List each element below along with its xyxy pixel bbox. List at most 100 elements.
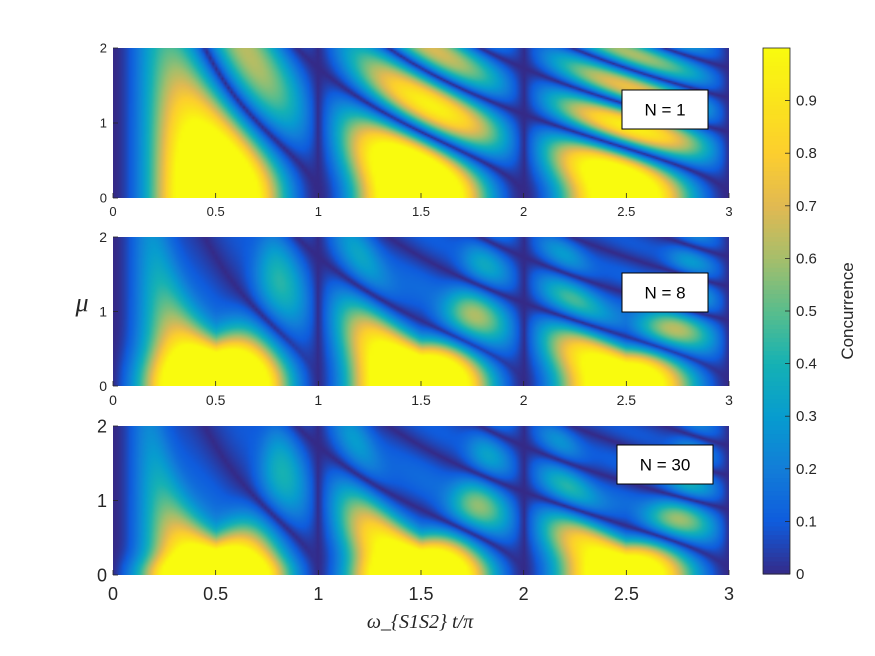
n-label-box (621, 89, 709, 130)
colorbar-segment (763, 499, 790, 505)
colorbar-segment (763, 350, 790, 356)
colorbar-segment (763, 433, 790, 439)
colorbar-segment (763, 517, 790, 522)
colorbar-segment (763, 530, 790, 536)
colorbar-segment (763, 104, 790, 110)
colorbar-segment (763, 52, 790, 58)
colorbar-segment (763, 267, 790, 273)
x-tick-label: 2.5 (617, 392, 637, 408)
colorbar-segment (763, 61, 790, 67)
colorbar-segment (763, 96, 790, 102)
x-tick-label: 0.5 (207, 204, 225, 219)
colorbar-tick-label: 0.1 (796, 513, 817, 530)
panel-n30: 0 0.5 1 1.5 2 2.5 3 0 1 2 N = 30 (97, 416, 734, 604)
colorbar-segment (763, 210, 790, 216)
colorbar-segment (763, 56, 790, 62)
n-label: N = 1 (644, 101, 685, 120)
colorbar-segment (763, 508, 790, 514)
colorbar-segment (763, 161, 790, 167)
colorbar-segment (763, 223, 790, 229)
x-tick-label: 2 (520, 392, 528, 408)
x-tick-label: 1 (313, 584, 323, 604)
colorbar-segment (763, 359, 790, 365)
colorbar-segment (763, 543, 790, 549)
n-label-box (621, 272, 709, 313)
colorbar-segment (763, 354, 790, 360)
colorbar-tick-label: 0.6 (796, 250, 817, 267)
colorbar-segment (763, 473, 790, 479)
colorbar-segment (763, 271, 790, 277)
colorbar-segment (763, 394, 790, 400)
x-tick-label: 1.5 (412, 204, 430, 219)
y-tick-label: 0 (100, 191, 107, 206)
colorbar-segment (763, 460, 790, 466)
colorbar-segment (763, 306, 790, 312)
x-tick-label: 0 (108, 584, 118, 604)
colorbar-segment (763, 249, 790, 255)
colorbar-segment (763, 481, 790, 487)
n-label: N = 30 (640, 456, 691, 475)
y-tick-label: 2 (100, 41, 107, 56)
colorbar-segment (763, 385, 790, 391)
panel-n1: 0 0.5 1 1.5 2 2.5 3 0 1 2 N = 1 (100, 41, 733, 219)
colorbar-segment (763, 201, 790, 207)
y-tick-label: 0 (97, 565, 107, 585)
colorbar-segment (763, 319, 790, 325)
colorbar-segment (763, 367, 790, 373)
colorbar-segment (763, 372, 790, 378)
colorbar-segment (763, 477, 790, 483)
x-tick-label: 2.5 (614, 584, 639, 604)
x-tick-label: 2 (520, 204, 527, 219)
colorbar-segment (763, 144, 790, 150)
colorbar-segment (763, 486, 790, 492)
colorbar-segment (763, 420, 790, 426)
colorbar-segment (763, 205, 790, 211)
colorbar-segment (763, 442, 790, 448)
colorbar-segment (763, 157, 790, 163)
colorbar-segment (763, 254, 790, 259)
y-tick-label: 1 (99, 303, 107, 319)
colorbar-segment (763, 218, 790, 224)
colorbar-segment (763, 83, 790, 89)
colorbar-tick-label: 0.2 (796, 461, 817, 478)
colorbar-segment (763, 297, 790, 303)
colorbar-segment (763, 337, 790, 343)
colorbar-segment (763, 446, 790, 452)
colorbar-segment (763, 328, 790, 334)
x-tick-label: 2 (519, 584, 529, 604)
x-tick-label: 1.5 (408, 584, 433, 604)
colorbar-segment (763, 131, 790, 137)
colorbar-ticks: 0 0.1 0.2 0.3 0.4 0.5 0.6 0.7 0.8 0.9 (785, 93, 817, 583)
colorbar-segment (763, 232, 790, 238)
colorbar-tick-label: 0.9 (796, 93, 817, 110)
colorbar-segment (763, 424, 790, 430)
colorbar-tick-label: 0.8 (796, 145, 817, 162)
colorbar-segment (763, 122, 790, 128)
x-tick-label: 3 (725, 204, 732, 219)
colorbar-segment (763, 464, 790, 470)
n-label-box (616, 444, 714, 485)
colorbar-segment (763, 560, 790, 566)
y-tick-label: 2 (99, 229, 107, 245)
colorbar-segment (763, 398, 790, 404)
colorbar-segment (763, 87, 790, 93)
colorbar-segment (763, 455, 790, 461)
colorbar-segment (763, 148, 790, 154)
heatmap-panels: 0 0.5 1 1.5 2 2.5 3 0 1 2 N = 1 0 0.5 1 1.5 2 2.5 3 0 1 2 N =… (97, 41, 734, 604)
colorbar-segment (763, 525, 790, 531)
colorbar-segment (763, 565, 790, 571)
y-tick-label: 0 (99, 378, 107, 394)
colorbar-tick-label: 0.7 (796, 198, 817, 215)
x-tick-label: 0.5 (206, 392, 226, 408)
colorbar-segment (763, 429, 790, 435)
colorbar-segment (763, 100, 790, 106)
colorbar-segment (763, 91, 790, 97)
y-axis-label: μ (74, 288, 88, 317)
colorbar-segment (763, 315, 790, 321)
colorbar-segment (763, 275, 790, 281)
y-tick-label: 1 (97, 491, 107, 511)
colorbar-segment (763, 293, 790, 299)
colorbar-segment (763, 197, 790, 203)
colorbar-tick-label: 0.5 (796, 303, 817, 320)
colorbar-segment (763, 346, 790, 352)
